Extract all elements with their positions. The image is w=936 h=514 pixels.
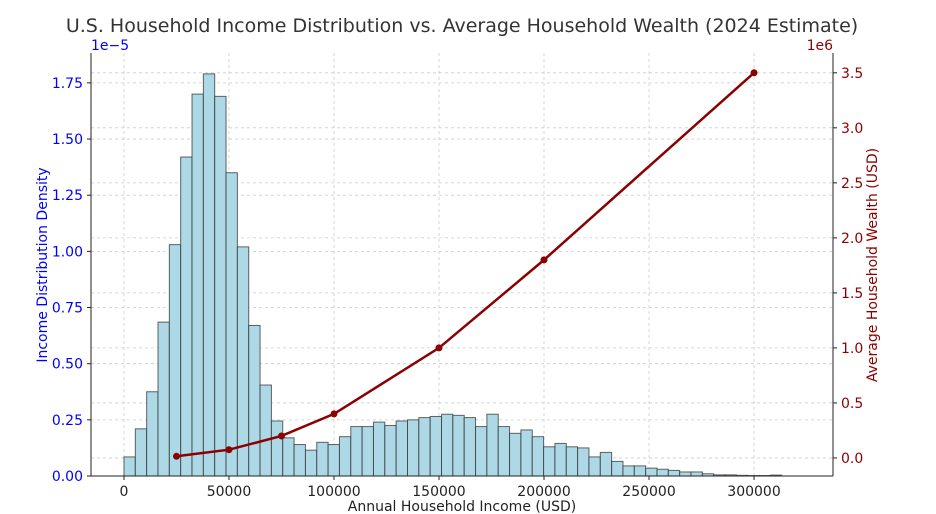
histogram-bar <box>157 321 170 477</box>
histogram-bar <box>599 451 613 477</box>
x-tick-label: 0 <box>120 484 129 500</box>
wealth-point <box>225 446 233 454</box>
histogram-bar <box>690 471 703 477</box>
x-tick-label: 200000 <box>517 484 570 500</box>
right-tick-label: 3.0 <box>841 121 863 137</box>
histogram-bar <box>327 444 340 477</box>
histogram-bar <box>372 421 386 477</box>
histogram-bar <box>168 244 182 477</box>
histogram-bar <box>667 469 681 477</box>
histogram-bar <box>633 465 647 477</box>
histogram-bar <box>577 447 590 477</box>
histogram-bar <box>248 324 261 477</box>
right-axis-label: Average Household Wealth (USD) <box>865 148 881 382</box>
right-tick-label: 0.0 <box>841 451 863 467</box>
histogram-bar <box>384 424 397 477</box>
histogram-bar <box>656 468 669 477</box>
left-offset-label: 1e−5 <box>91 38 129 54</box>
histogram-bar <box>588 456 601 477</box>
histogram-bar <box>225 172 238 477</box>
left-axis-label: Income Distribution Density <box>35 167 51 362</box>
histogram-bar <box>395 420 408 477</box>
histogram-bar <box>259 384 272 477</box>
histogram-bar <box>543 446 556 477</box>
histogram-bar <box>293 444 306 477</box>
histogram-bar <box>123 456 136 477</box>
x-tick-label: 50000 <box>207 484 252 500</box>
histogram-bar <box>429 415 443 477</box>
histogram-bar <box>236 246 250 477</box>
histogram-bar <box>146 391 159 477</box>
x-tick-label: 150000 <box>412 484 465 500</box>
histogram-bar <box>282 437 295 477</box>
histogram-bar <box>270 420 284 477</box>
x-tick-label: 100000 <box>307 484 360 500</box>
left-tick-label: 1.75 <box>52 76 83 92</box>
histogram-bar <box>191 93 204 477</box>
histogram-bar <box>338 436 352 477</box>
histogram-bar <box>361 426 374 477</box>
left-tick-label: 0.75 <box>52 301 83 317</box>
x-tick-label: 300000 <box>727 484 780 500</box>
wealth-point <box>277 432 285 440</box>
histogram-bar <box>622 465 635 477</box>
wealth-point <box>330 410 338 418</box>
histogram-bar <box>475 426 488 477</box>
right-offset-label: 1e6 <box>807 38 834 54</box>
histogram-bar <box>611 460 624 477</box>
right-tick-label: 1.5 <box>841 286 863 302</box>
histogram-bar <box>350 426 363 477</box>
right-tick-label: 0.5 <box>841 396 863 412</box>
wealth-point <box>172 452 180 460</box>
right-tick-label: 1.0 <box>841 341 863 357</box>
histogram-bar <box>180 156 193 477</box>
x-tick-label: 250000 <box>622 484 675 500</box>
left-ticks: 0.00 0.25 0.50 0.75 1.00 1.25 1.50 1.75 <box>52 76 91 485</box>
wealth-point <box>540 256 548 264</box>
histogram-bar <box>531 436 545 477</box>
left-tick-label: 0.00 <box>52 469 83 485</box>
histogram-bar <box>645 467 658 477</box>
histogram-bar <box>565 446 579 477</box>
right-tick-label: 3.5 <box>841 66 863 82</box>
histogram-bar <box>214 95 227 477</box>
histogram-bar <box>441 413 454 477</box>
histogram-bar <box>316 441 329 477</box>
histogram-bar <box>497 426 511 477</box>
left-tick-label: 1.50 <box>52 132 83 148</box>
wealth-point <box>435 344 443 352</box>
histogram-bar <box>509 432 522 477</box>
histogram-bar <box>304 449 318 477</box>
histogram-bar <box>406 419 420 477</box>
left-tick-label: 1.25 <box>52 188 83 204</box>
histogram-bar <box>452 414 465 477</box>
histogram-bar <box>520 429 533 477</box>
histogram-bar <box>554 442 567 477</box>
histogram-bar <box>418 417 431 477</box>
wealth-line <box>172 69 758 460</box>
histogram-bar <box>486 413 499 477</box>
histogram-bar <box>679 471 692 477</box>
right-tick-label: 2.0 <box>841 231 863 247</box>
histogram-bars <box>123 73 783 477</box>
x-axis-label: Annual Household Income (USD) <box>348 499 576 514</box>
right-tick-label: 2.5 <box>841 176 863 192</box>
chart-title: U.S. Household Income Distribution vs. A… <box>66 15 858 37</box>
histogram-bar <box>463 417 477 477</box>
wealth-point <box>750 69 758 77</box>
histogram-bar <box>134 428 148 477</box>
x-ticks: 0 50000 100000 150000 200000 250000 300000 <box>120 476 781 500</box>
right-ticks: 0.0 0.5 1.0 1.5 2.0 2.5 3.0 3.5 <box>833 66 863 467</box>
histogram-bar <box>202 73 216 477</box>
left-tick-label: 0.25 <box>52 413 83 429</box>
left-tick-label: 0.50 <box>52 357 83 373</box>
left-tick-label: 1.00 <box>52 244 83 260</box>
